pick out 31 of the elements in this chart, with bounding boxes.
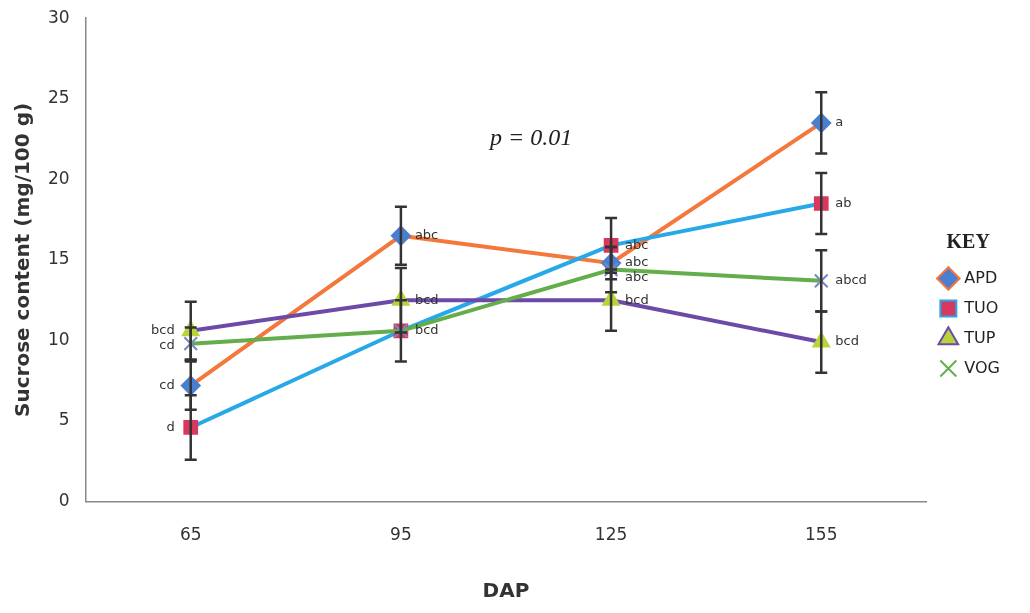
x-tick-label: 125 [594, 524, 628, 545]
y-tick-label: 25 [47, 87, 70, 108]
data-label: bcd [151, 322, 175, 338]
y-tick-label: 10 [47, 328, 70, 349]
annotation: p = 0.01 [488, 124, 573, 151]
data-label: bcd [414, 322, 439, 338]
x-axis-title: DAP [482, 578, 530, 603]
x-tick-label: 65 [179, 524, 202, 545]
y-tick-label: 5 [58, 409, 70, 430]
legend-title: KEY [946, 229, 991, 252]
y-tick-label: 30 [47, 6, 70, 27]
data-label: d [166, 418, 175, 434]
data-label: bcd [625, 291, 649, 307]
y-axis-title: Sucrose content (mg/100 g) [10, 102, 35, 417]
y-tick-label: 0 [58, 490, 70, 511]
data-label: abc [625, 254, 649, 270]
data-label: ab [835, 194, 852, 210]
legend-label: TUO [963, 297, 999, 317]
y-tick-label: 15 [47, 248, 70, 269]
data-label: bcd [835, 333, 859, 349]
data-label: a [835, 114, 844, 130]
legend-label: TUP [963, 327, 996, 347]
data-label: abc [625, 269, 649, 285]
data-label: cd [159, 376, 175, 392]
legend-label: VOG [964, 357, 1000, 377]
legend-label: APD [964, 267, 998, 287]
data-label: cd [159, 337, 175, 353]
x-tick-label: 95 [390, 524, 412, 545]
data-label: abcd [835, 272, 867, 288]
y-tick-label: 20 [47, 167, 70, 188]
x-tick-label: 155 [805, 524, 838, 545]
